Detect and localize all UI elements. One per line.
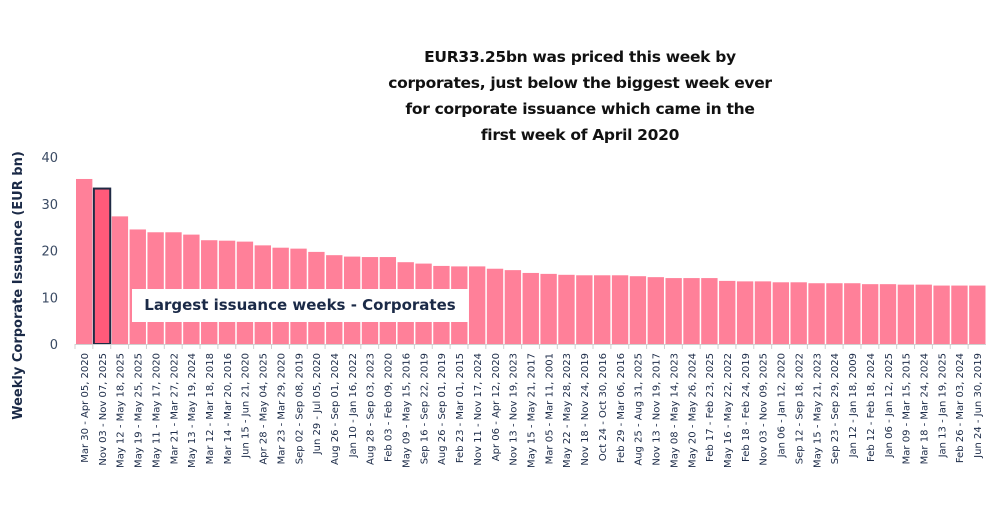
bar: [504, 270, 522, 344]
x-tick-label: May 16 - May 22, 2022: [723, 353, 734, 468]
x-tick-label: Mar 23 - Mar 29, 2020: [276, 353, 287, 464]
x-tick-label: Feb 23 - Mar 01, 2015: [455, 353, 466, 463]
bar: [826, 283, 843, 344]
bar: [665, 278, 682, 344]
bar: [540, 273, 557, 345]
x-tick-label: Jun 29 - Jul 05, 2020: [312, 353, 323, 455]
bar: [111, 216, 129, 344]
bar: [844, 283, 861, 344]
x-tick-label: Aug 26 - Sep 01, 2019: [437, 353, 448, 465]
bar-highlighted: [92, 187, 112, 345]
bar: [969, 285, 986, 344]
x-tick-label: Aug 25 - Aug 31, 2025: [634, 353, 645, 466]
x-tick-label: Oct 24 - Oct 30, 2016: [598, 353, 609, 461]
bar: [933, 285, 950, 344]
x-tick-label: May 09 - May 15, 2016: [401, 353, 412, 468]
x-tick-label: Apr 28 - May 04, 2025: [259, 353, 270, 465]
x-tick-label: May 08 - May 14, 2023: [669, 353, 680, 468]
y-tick-label: 20: [41, 245, 58, 260]
x-tick-label: Nov 03 - Nov 09, 2025: [759, 353, 770, 466]
bar: [736, 281, 754, 344]
x-tick-label: Feb 12 - Feb 18, 2024: [866, 353, 877, 462]
bar: [772, 282, 790, 344]
y-tick-label: 0: [50, 338, 58, 353]
x-tick-label: May 19 - May 25, 2025: [134, 353, 145, 468]
x-tick-label: Feb 03 - Feb 09, 2020: [384, 353, 395, 462]
y-ticks-group: 0 10 20 30 40: [41, 151, 58, 353]
x-tick-label: May 15 - May 21, 2017: [527, 353, 538, 468]
x-tick-label: May 12 - May 18, 2025: [116, 353, 127, 468]
bar: [683, 278, 700, 344]
bar: [129, 229, 146, 344]
x-tick-label: Sep 02 - Sep 08, 2019: [294, 353, 305, 464]
bar: [701, 278, 718, 344]
y-axis-label: Weekly Corporate Issuance (EUR bn): [11, 151, 26, 420]
headline-line: for corporate issuance which came in the: [405, 100, 755, 118]
bar: [861, 284, 879, 344]
x-tick-label: Mar 09 - Mar 15, 2015: [902, 353, 913, 464]
x-tick-label: May 13 - May 19, 2024: [187, 353, 198, 468]
x-tick-label: Mar 30 - Apr 05, 2020: [80, 353, 91, 463]
y-tick-label: 40: [41, 151, 58, 166]
x-tick-label: Feb 18 - Feb 24, 2019: [741, 353, 752, 462]
x-ticks-group: Mar 30 - Apr 05, 2020 Nov 03 - Nov 07, 20…: [74, 344, 984, 468]
bar: [879, 284, 897, 344]
x-tick-label: Jan 13 - Jan 19, 2025: [937, 353, 948, 458]
chart-annotation: Largest issuance weeks - Corporates: [132, 289, 468, 322]
x-tick-label: May 15 - May 21, 2023: [812, 353, 823, 468]
x-tick-label: Aug 26 - Sep 01, 2024: [330, 353, 341, 465]
bar: [594, 275, 611, 344]
y-tick-label: 10: [41, 291, 58, 306]
x-tick-label: Jan 06 - Jan 12, 2025: [884, 353, 895, 458]
bar: [647, 277, 664, 344]
x-tick-label: Nov 03 - Nov 07, 2025: [98, 353, 109, 466]
x-tick-label: May 11 - May 17, 2020: [151, 353, 162, 468]
x-tick-label: Aug 28 - Sep 03, 2023: [366, 353, 377, 465]
x-tick-label: Feb 26 - Mar 03, 2024: [955, 353, 966, 463]
headline-line: corporates, just below the biggest week …: [388, 74, 772, 92]
bar: [486, 268, 504, 344]
x-tick-label: May 20 - May 26, 2024: [687, 353, 698, 468]
bar: [951, 285, 968, 344]
bar: [522, 272, 539, 344]
bar: [576, 275, 593, 344]
x-tick-label: Mar 21 - Mar 27, 2022: [169, 353, 180, 464]
x-tick-label: Apr 06 - Apr 12, 2020: [491, 353, 502, 461]
x-tick-label: Sep 12 - Sep 18, 2022: [794, 353, 805, 464]
x-tick-label: Feb 29 - Mar 06, 2016: [616, 353, 627, 463]
headline-line: EUR33.25bn was priced this week by: [424, 48, 736, 66]
x-tick-label: May 22 - May 28, 2023: [562, 353, 573, 468]
x-tick-label: Jan 12 - Jan 18, 2009: [848, 353, 859, 458]
bar: [719, 280, 736, 344]
x-tick-label: Feb 17 - Feb 23, 2025: [705, 353, 716, 462]
x-tick-label: Nov 13 - Nov 19, 2023: [509, 353, 520, 466]
x-tick-label: Nov 11 - Nov 17, 2024: [473, 353, 484, 466]
bar: [611, 275, 629, 344]
x-tick-label: Mar 18 - Mar 24, 2024: [919, 353, 930, 464]
bar: [790, 282, 807, 344]
bar: [897, 284, 915, 344]
x-tick-label: Mar 14 - Mar 20, 2016: [223, 353, 234, 464]
x-tick-label: Mar 05 - Mar 11, 2001: [544, 353, 555, 464]
x-tick-label: Jun 15 - Jun 21, 2020: [241, 353, 252, 459]
bar: [754, 281, 772, 344]
x-tick-label: Nov 18 - Nov 24, 2019: [580, 353, 591, 466]
bar: [808, 283, 825, 344]
y-tick-label: 30: [41, 198, 58, 213]
x-tick-label: Mar 12 - Mar 18, 2018: [205, 353, 216, 464]
headline-line: first week of April 2020: [480, 126, 680, 144]
x-tick-label: Jan 06 - Jan 12, 2020: [777, 353, 788, 458]
x-tick-label: Jun 24 - Jun 30, 2019: [973, 353, 984, 459]
x-tick-label: Nov 13 - Nov 19, 2017: [652, 353, 663, 466]
bar: [629, 276, 647, 344]
x-tick-label: Sep 23 - Sep 29, 2024: [830, 353, 841, 464]
bar: [558, 274, 575, 344]
x-tick-label: Sep 16 - Sep 22, 2019: [419, 353, 430, 464]
x-tick-label: Jan 10 - Jan 16, 2022: [348, 353, 359, 458]
bar: [76, 178, 93, 344]
chart-headline: EUR33.25bn was priced this week by corpo…: [370, 44, 790, 148]
bar: [915, 284, 932, 344]
bar: [468, 266, 486, 344]
